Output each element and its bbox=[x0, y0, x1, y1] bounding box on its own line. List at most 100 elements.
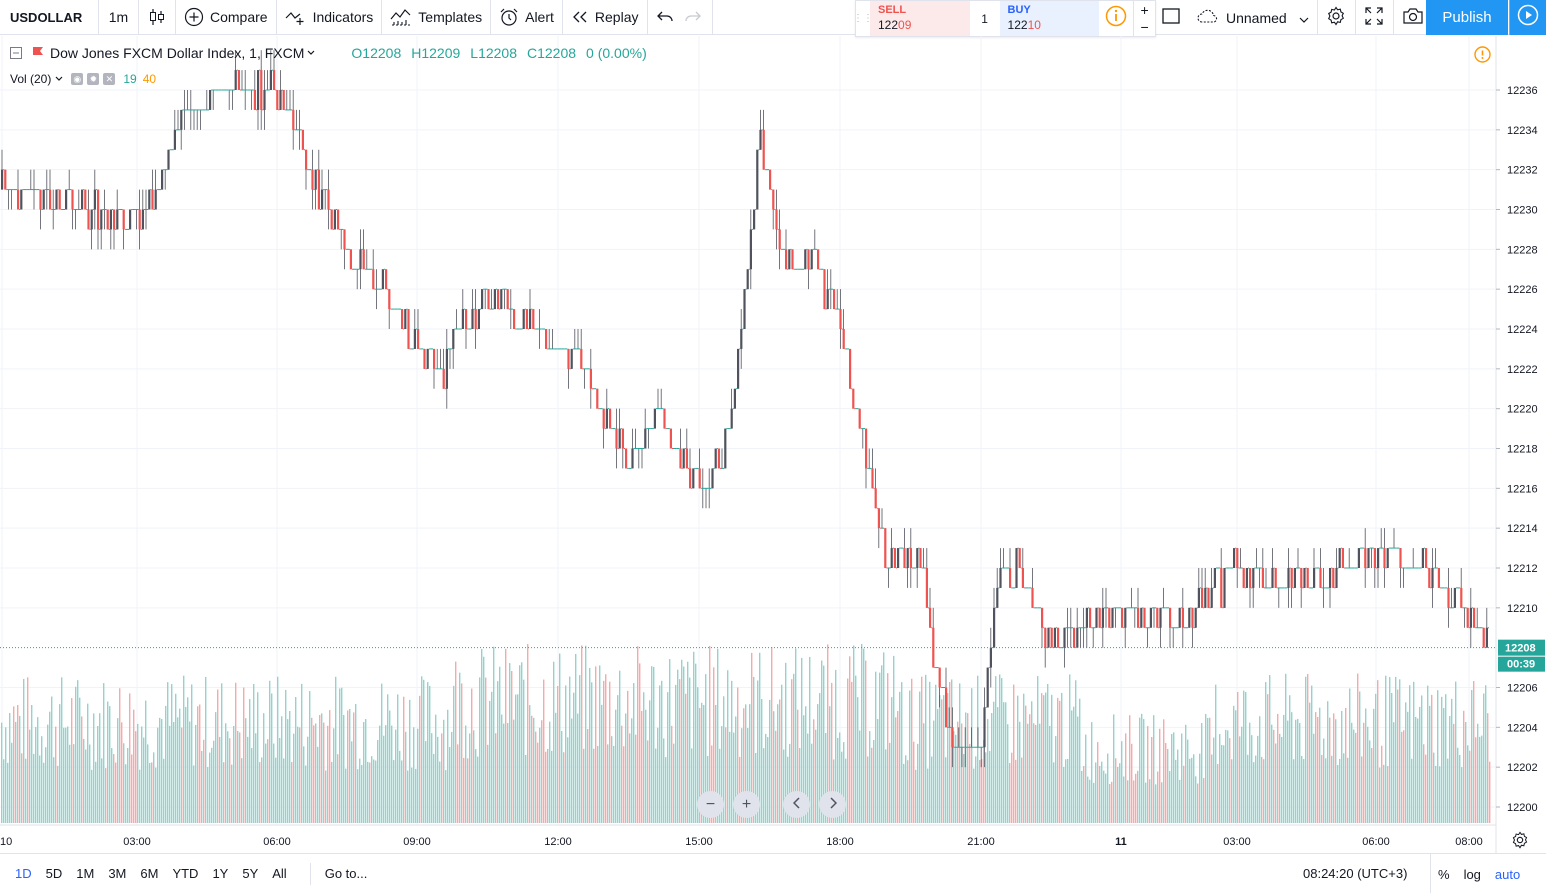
symbol-search[interactable]: USDOLLAR bbox=[0, 0, 99, 35]
volume-bar bbox=[11, 742, 13, 823]
volume-bar bbox=[1309, 702, 1311, 823]
remove-icon[interactable]: ✕ bbox=[103, 73, 116, 85]
symbol-title[interactable]: Dow Jones FXCM Dollar Index, 1, FXCM bbox=[50, 45, 305, 61]
warning-icon[interactable] bbox=[1474, 46, 1491, 68]
volume-value: 19 bbox=[123, 72, 137, 86]
volume-bar bbox=[1195, 776, 1197, 823]
play-button[interactable] bbox=[1509, 0, 1546, 35]
range-ytd[interactable]: YTD bbox=[172, 866, 199, 881]
candle-body bbox=[337, 209, 340, 230]
templates-button[interactable]: Templates bbox=[382, 0, 492, 35]
range-1m[interactable]: 1M bbox=[76, 866, 95, 881]
volume-bar bbox=[1063, 766, 1065, 823]
volume-bar bbox=[511, 671, 513, 823]
range-1y[interactable]: 1Y bbox=[212, 866, 229, 881]
clock[interactable]: 08:24:20 (UTC+3) bbox=[1303, 866, 1408, 881]
price-axis[interactable]: 12236 12234 12232 12230 12228 12226 12224 12222… bbox=[1495, 36, 1545, 853]
grid bbox=[0, 36, 1495, 825]
snapshot-button[interactable] bbox=[1394, 0, 1432, 35]
settings-icon[interactable]: ✹ bbox=[87, 73, 100, 85]
volume-bar bbox=[1045, 692, 1047, 823]
goto-button[interactable]: Go to... bbox=[309, 862, 367, 885]
volume-bar bbox=[1011, 752, 1013, 823]
buy-button[interactable]: BUY 12210 bbox=[999, 1, 1100, 36]
range-5y[interactable]: 5Y bbox=[242, 866, 259, 881]
sell-button[interactable]: SELL 12209 bbox=[870, 1, 970, 36]
select-area-button[interactable] bbox=[1160, 0, 1182, 35]
candle-body bbox=[529, 309, 532, 329]
decrease-button[interactable]: − bbox=[1140, 18, 1149, 35]
range-all[interactable]: All bbox=[272, 866, 287, 881]
range-1d[interactable]: 1D bbox=[15, 866, 32, 881]
volume-bar bbox=[1185, 724, 1187, 823]
alert-button[interactable]: Alert bbox=[491, 0, 563, 35]
volume-bar bbox=[1437, 690, 1439, 823]
undo-button[interactable] bbox=[648, 0, 680, 35]
volume-bar bbox=[1167, 749, 1169, 823]
volume-bar bbox=[875, 671, 877, 823]
volume-bar bbox=[63, 727, 65, 823]
range-6m[interactable]: 6M bbox=[140, 866, 159, 881]
candle-body bbox=[884, 528, 887, 568]
auto-toggle[interactable]: auto bbox=[1494, 866, 1521, 882]
increase-button[interactable]: + bbox=[1140, 1, 1149, 18]
redo-button[interactable] bbox=[680, 0, 713, 35]
volume-label[interactable]: Vol (20) bbox=[10, 72, 52, 86]
candle-body bbox=[273, 70, 276, 90]
scroll-left-button[interactable] bbox=[783, 791, 810, 818]
fullscreen-button[interactable] bbox=[1356, 0, 1394, 35]
volume-bar bbox=[1475, 737, 1477, 823]
interval-selector[interactable]: 1m bbox=[99, 0, 139, 35]
volume-bar bbox=[307, 736, 309, 823]
flag-icon[interactable] bbox=[32, 46, 44, 60]
volume-bar bbox=[607, 744, 609, 823]
volume-bar bbox=[255, 733, 257, 823]
buy-label: BUY bbox=[1007, 4, 1031, 16]
chevron-down-icon[interactable] bbox=[55, 76, 63, 82]
drag-handle-icon[interactable]: ⋮⋮ bbox=[853, 13, 873, 24]
scroll-right-button[interactable] bbox=[819, 791, 846, 818]
candle-body bbox=[1095, 607, 1098, 628]
trade-info-button[interactable] bbox=[1099, 1, 1133, 36]
log-toggle[interactable]: log bbox=[1463, 866, 1481, 882]
zoom-in-button[interactable]: + bbox=[733, 791, 760, 818]
chart-type-button[interactable] bbox=[139, 0, 176, 35]
range-3m[interactable]: 3M bbox=[108, 866, 127, 881]
volume-bar bbox=[927, 768, 929, 823]
volume-bar bbox=[187, 697, 189, 823]
publish-button[interactable]: Publish bbox=[1426, 0, 1508, 35]
percent-toggle[interactable]: % bbox=[1438, 866, 1450, 882]
compare-button[interactable]: Compare bbox=[176, 0, 277, 35]
candle-body bbox=[292, 109, 295, 130]
candle-body bbox=[58, 189, 61, 210]
settings-button[interactable] bbox=[1318, 0, 1356, 35]
chart-area[interactable]: 12236 12234 12232 12230 12228 12226 12224 12222… bbox=[0, 36, 1546, 853]
layout-menu[interactable]: Unnamed bbox=[1196, 0, 1318, 35]
chevron-down-icon[interactable] bbox=[307, 50, 315, 56]
indicators-button[interactable]: Indicators bbox=[277, 0, 383, 35]
candle-body bbox=[1194, 607, 1197, 628]
volume-bar bbox=[889, 742, 891, 823]
volume-bar bbox=[635, 734, 637, 823]
volume-bar bbox=[465, 725, 467, 823]
collapse-icon[interactable] bbox=[10, 47, 22, 59]
zoom-out-button[interactable]: − bbox=[697, 791, 724, 818]
candle-body bbox=[669, 428, 672, 449]
replay-button[interactable]: Replay bbox=[563, 0, 648, 35]
volume-bar bbox=[1159, 728, 1161, 823]
volume-bar bbox=[597, 746, 599, 823]
eye-icon[interactable]: ◉ bbox=[71, 73, 84, 85]
volume-bar bbox=[777, 704, 779, 823]
volume-bar bbox=[445, 770, 447, 823]
volume-bar bbox=[517, 694, 519, 823]
price-chart[interactable]: 12236 12234 12232 12230 12228 12226 12224 12222… bbox=[0, 36, 1546, 853]
volume-bar bbox=[231, 764, 233, 823]
volume-bar bbox=[25, 758, 27, 823]
candle-body bbox=[321, 189, 324, 210]
volume-bar bbox=[1209, 717, 1211, 823]
quantity-field[interactable]: 1 bbox=[981, 11, 988, 26]
time-axis[interactable]: 10 03:00 06:00 09:00 12:00 15:00 18:00 21:00 11 0… bbox=[0, 824, 1496, 848]
volume-bar bbox=[667, 692, 669, 823]
range-5d[interactable]: 5D bbox=[45, 866, 63, 881]
axis-settings-button[interactable] bbox=[1511, 831, 1529, 854]
